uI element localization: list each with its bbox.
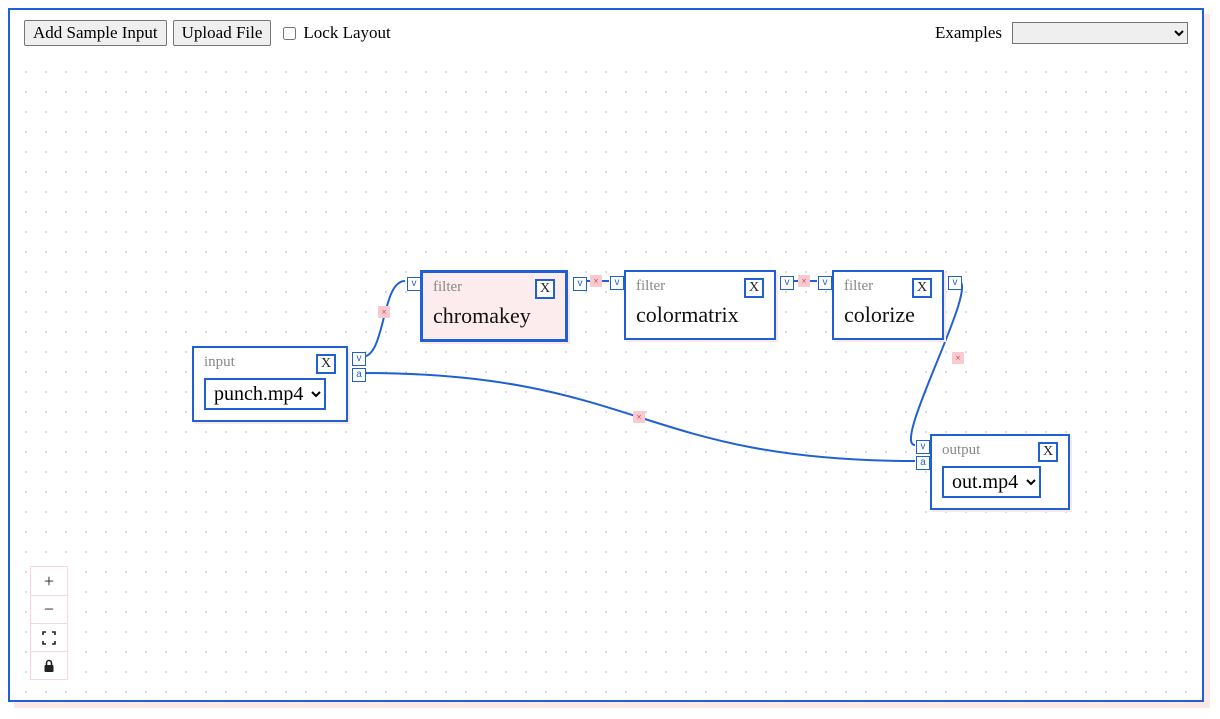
toolbar: Add Sample Input Upload File Lock Layout… bbox=[10, 10, 1202, 54]
fit-view-icon bbox=[42, 631, 56, 645]
lock-view-button[interactable] bbox=[31, 651, 67, 679]
edge-delete-handle[interactable]: × bbox=[952, 352, 964, 364]
examples-select[interactable] bbox=[1012, 22, 1188, 44]
node-kind-label: filter bbox=[636, 278, 665, 295]
port-in-a[interactable]: a bbox=[916, 456, 930, 470]
fit-view-button[interactable] bbox=[31, 623, 67, 651]
edge-delete-handle[interactable]: × bbox=[798, 275, 810, 287]
port-out-v[interactable]: v bbox=[780, 276, 794, 290]
upload-file-button[interactable]: Upload File bbox=[173, 20, 272, 46]
lock-layout-control[interactable]: Lock Layout bbox=[279, 23, 390, 43]
node-title: colorize bbox=[844, 302, 932, 328]
node-kind-label: filter bbox=[433, 279, 462, 296]
lock-layout-checkbox[interactable] bbox=[283, 27, 296, 40]
port-in-v[interactable]: v bbox=[818, 276, 832, 290]
node-output[interactable]: output X out.mp4 va bbox=[930, 434, 1070, 510]
graph-canvas[interactable]: ××××× input X punch.mp4 va filter X chro… bbox=[12, 58, 1200, 698]
node-close-button[interactable]: X bbox=[535, 279, 555, 299]
zoom-out-button[interactable]: − bbox=[31, 595, 67, 623]
port-out-a[interactable]: a bbox=[352, 368, 366, 382]
input-file-select[interactable]: punch.mp4 bbox=[204, 378, 326, 410]
zoom-in-button[interactable]: + bbox=[31, 567, 67, 595]
output-file-select[interactable]: out.mp4 bbox=[942, 466, 1041, 498]
lock-icon bbox=[43, 659, 55, 673]
node-kind-label: output bbox=[942, 442, 980, 459]
edge-delete-handle[interactable]: × bbox=[378, 306, 390, 318]
node-close-button[interactable]: X bbox=[912, 278, 932, 298]
app-frame: Add Sample Input Upload File Lock Layout… bbox=[8, 8, 1204, 702]
examples-label: Examples bbox=[935, 23, 1002, 43]
node-title: chromakey bbox=[433, 303, 555, 329]
node-filter-colormatrix[interactable]: filter X colormatrix vv bbox=[624, 270, 776, 340]
node-filter-colorize[interactable]: filter X colorize vv bbox=[832, 270, 944, 340]
node-close-button[interactable]: X bbox=[744, 278, 764, 298]
port-out-v[interactable]: v bbox=[948, 276, 962, 290]
edge[interactable] bbox=[362, 281, 405, 357]
edge-delete-handle[interactable]: × bbox=[633, 411, 645, 423]
port-in-v[interactable]: v bbox=[407, 277, 421, 291]
node-filter-chromakey[interactable]: filter X chromakey vv bbox=[420, 270, 568, 342]
edge-delete-handle[interactable]: × bbox=[590, 275, 602, 287]
node-close-button[interactable]: X bbox=[1038, 442, 1058, 462]
port-out-v[interactable]: v bbox=[573, 277, 587, 291]
zoom-controls: + − bbox=[30, 566, 68, 680]
port-out-v[interactable]: v bbox=[352, 352, 366, 366]
node-kind-label: input bbox=[204, 354, 235, 371]
lock-layout-label: Lock Layout bbox=[303, 23, 390, 43]
node-close-button[interactable]: X bbox=[316, 354, 336, 374]
add-sample-input-button[interactable]: Add Sample Input bbox=[24, 20, 167, 46]
node-kind-label: filter bbox=[844, 278, 873, 295]
port-in-v[interactable]: v bbox=[916, 440, 930, 454]
node-input[interactable]: input X punch.mp4 va bbox=[192, 346, 348, 422]
edge-layer bbox=[12, 58, 1200, 698]
node-title: colormatrix bbox=[636, 302, 764, 328]
port-in-v[interactable]: v bbox=[610, 276, 624, 290]
